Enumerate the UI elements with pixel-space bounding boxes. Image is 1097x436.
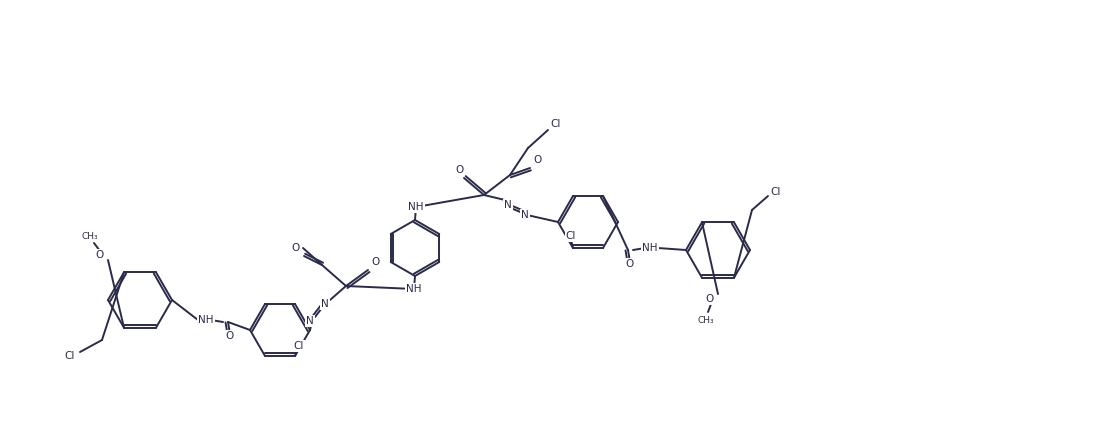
Text: O: O <box>292 243 301 253</box>
Text: N: N <box>321 299 329 309</box>
Text: Cl: Cl <box>771 187 781 197</box>
Text: CH₃: CH₃ <box>698 316 714 324</box>
Text: O: O <box>226 331 234 341</box>
Text: N: N <box>521 210 529 220</box>
Text: Cl: Cl <box>551 119 562 129</box>
Text: Cl: Cl <box>65 351 76 361</box>
Text: O: O <box>534 155 542 165</box>
Text: NH: NH <box>642 243 658 253</box>
Text: O: O <box>456 165 464 175</box>
Text: NH: NH <box>199 315 214 325</box>
Text: O: O <box>626 259 634 269</box>
Text: Cl: Cl <box>566 231 576 241</box>
Text: NH: NH <box>408 202 423 212</box>
Text: N: N <box>306 316 314 326</box>
Text: NH: NH <box>406 284 421 294</box>
Text: Cl: Cl <box>294 341 304 351</box>
Text: O: O <box>95 250 104 260</box>
Text: CH₃: CH₃ <box>81 232 99 241</box>
Text: O: O <box>705 294 714 304</box>
Text: N: N <box>505 200 512 210</box>
Text: O: O <box>372 257 381 267</box>
